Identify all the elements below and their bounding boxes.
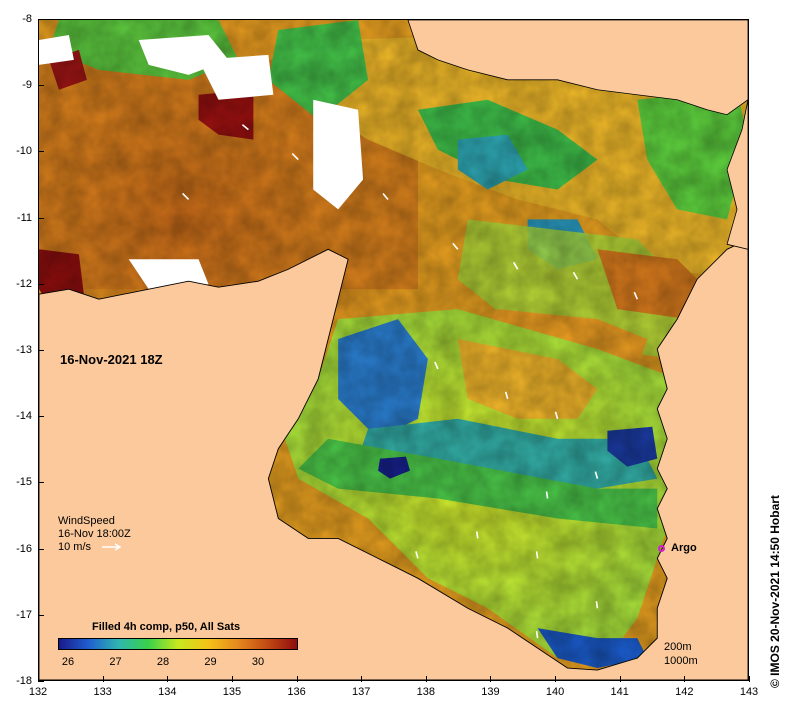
wind-arrows — [182, 124, 639, 639]
y-tick-label: -14 — [16, 410, 32, 423]
land-cape-york — [407, 20, 748, 116]
y-tick-mark — [38, 416, 44, 418]
colorbar-label: 28 — [156, 656, 170, 668]
wind-arrow — [535, 551, 539, 559]
cloud-gap-5 — [39, 34, 74, 65]
depth-200m: 200m — [664, 641, 692, 653]
legend-title: Filled 4h comp, p50, All Sats — [92, 621, 241, 633]
y-tick-label: -8 — [22, 13, 32, 25]
wind-arrow — [595, 601, 599, 609]
wind-scale-arrow-icon — [102, 543, 122, 551]
x-tick-label: 137 — [351, 686, 371, 698]
cloud-gap-2 — [198, 54, 274, 100]
x-tick-label: 139 — [481, 686, 500, 698]
x-tick-mark — [167, 676, 169, 682]
y-tick-label: -12 — [16, 277, 32, 290]
wind-scale: 10 m/s — [58, 541, 92, 553]
argo-marker-icon — [658, 544, 665, 552]
x-tick-mark — [749, 676, 750, 682]
depth-legend: 200m 1000m — [664, 640, 698, 668]
x-tick-label: 134 — [158, 686, 177, 698]
wind-arrow — [291, 153, 299, 161]
y-tick-mark — [38, 19, 44, 20]
y-tick-mark — [38, 548, 44, 550]
wind-arrow — [182, 192, 190, 201]
x-tick-mark — [555, 676, 557, 682]
colorbar-label: 27 — [109, 656, 122, 668]
wind-title: WindSpeed — [58, 515, 115, 527]
x-tick-mark — [102, 676, 104, 682]
x-tick-mark — [38, 676, 39, 682]
wind-arrow — [535, 631, 539, 639]
date-label: 16-Nov-2021 18Z — [60, 352, 163, 367]
y-tick-label: -18 — [16, 675, 32, 687]
map-frame — [38, 19, 749, 681]
wind-arrow — [382, 192, 389, 200]
argo-marker-label: Argo — [658, 542, 697, 554]
x-tick-label: 142 — [675, 686, 694, 698]
x-tick-label: 143 — [739, 686, 759, 698]
x-tick-mark — [490, 676, 492, 682]
wind-arrow — [572, 271, 579, 280]
x-tick-mark — [619, 676, 621, 682]
x-tick-label: 135 — [222, 686, 242, 698]
wind-legend: WindSpeed 16-Nov 18:00Z 10 m/s — [58, 515, 131, 554]
x-tick-label: 138 — [416, 686, 435, 698]
y-tick-mark — [38, 614, 44, 616]
wind-arrow — [452, 242, 459, 250]
y-tick-label: -10 — [16, 145, 32, 158]
cloud-gap-3 — [313, 99, 364, 210]
colorbar-label: 26 — [61, 656, 75, 668]
x-tick-label: 136 — [287, 686, 306, 698]
y-tick-mark — [38, 482, 44, 484]
land-arnhem — [39, 238, 748, 680]
depth-1000m: 1000m — [664, 655, 698, 667]
y-tick-label: -15 — [16, 476, 32, 489]
wind-scale-row: 10 m/s — [58, 541, 131, 554]
credit-text: © IMOS 20-Nov-2021 14:50 Hobart — [768, 495, 782, 688]
wind-arrow — [241, 124, 249, 131]
y-tick-mark — [38, 151, 44, 153]
wind-arrow — [633, 291, 639, 300]
x-tick-mark — [296, 676, 298, 682]
y-tick-mark — [38, 681, 44, 682]
x-tick-label: 132 — [28, 686, 48, 698]
wind-arrow — [512, 261, 519, 270]
argo-label: Argo — [671, 542, 697, 554]
colorbar-label: 29 — [204, 656, 217, 668]
wind-arrow — [415, 551, 419, 559]
wind-time: 16-Nov 18:00Z — [58, 528, 131, 540]
x-tick-mark — [361, 676, 363, 682]
y-tick-mark — [38, 217, 44, 219]
wind-arrow — [545, 491, 549, 499]
y-tick-mark — [38, 85, 44, 87]
colorbar — [58, 638, 298, 650]
land-cape-york-west — [726, 99, 748, 250]
y-tick-mark — [38, 283, 44, 285]
y-tick-label: -9 — [22, 79, 32, 92]
x-tick-label: 141 — [610, 686, 629, 698]
x-tick-label: 133 — [93, 686, 112, 698]
y-tick-mark — [38, 350, 44, 351]
x-tick-mark — [425, 676, 427, 682]
x-tick-label: 140 — [545, 686, 565, 698]
colorbar-label: 30 — [251, 656, 265, 668]
y-tick-label: -17 — [16, 608, 32, 621]
sst-map — [39, 20, 748, 680]
y-tick-label: -11 — [16, 211, 32, 224]
wind-arrow — [475, 531, 479, 539]
wind-arrow — [504, 391, 509, 400]
y-tick-label: -16 — [16, 542, 32, 555]
wind-arrow — [594, 471, 599, 479]
wind-arrow — [434, 361, 439, 370]
x-tick-mark — [684, 676, 686, 682]
wind-arrow — [554, 411, 559, 420]
x-tick-mark — [231, 676, 233, 682]
y-tick-label: -13 — [16, 344, 32, 356]
